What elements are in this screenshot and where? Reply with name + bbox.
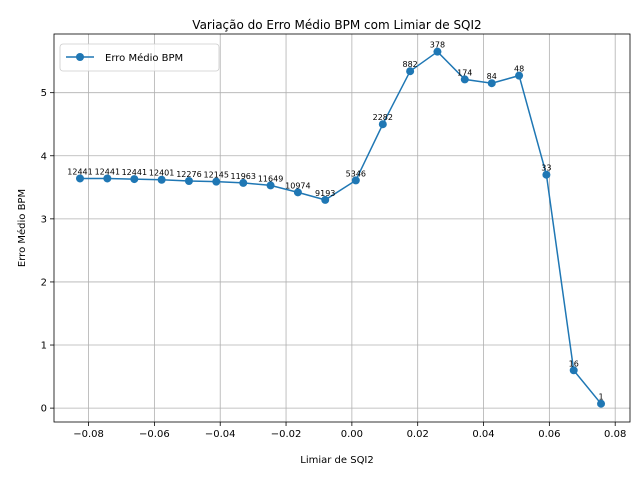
data-point <box>293 188 302 197</box>
data-label: 9193 <box>315 189 335 198</box>
data-label: 882 <box>402 60 417 69</box>
legend: Erro Médio BPM <box>59 43 220 72</box>
x-tick-label: −0.02 <box>271 429 302 440</box>
data-point <box>569 366 578 375</box>
data-label: 12276 <box>176 170 201 179</box>
data-point <box>184 176 193 185</box>
data-label: 33 <box>541 164 551 173</box>
x-tick-label: −0.08 <box>73 429 104 440</box>
data-label: 12441 <box>67 167 92 176</box>
data-label: 2282 <box>373 113 393 122</box>
data-label: 12401 <box>149 169 174 178</box>
data-label: 84 <box>487 72 497 81</box>
legend-label: Erro Médio BPM <box>105 52 183 64</box>
data-label: 16 <box>569 359 579 368</box>
data-label: 11649 <box>258 174 283 183</box>
data-point <box>212 177 221 186</box>
data-point <box>266 181 275 190</box>
data-point <box>406 67 415 76</box>
data-point <box>378 120 387 129</box>
y-tick-label: 1 <box>41 341 47 352</box>
data-label: 12441 <box>122 168 147 177</box>
data-label: 1 <box>598 393 603 402</box>
data-point <box>130 175 139 184</box>
plot-area-frame <box>53 33 631 423</box>
data-label: 48 <box>514 65 524 74</box>
y-tick-label: 0 <box>41 404 47 415</box>
data-label: 12145 <box>204 171 229 180</box>
x-tick-label: 0.02 <box>407 429 429 440</box>
data-point <box>542 170 551 179</box>
legend-box <box>59 43 220 72</box>
y-tick-label: 4 <box>41 151 47 162</box>
series-layer <box>76 47 606 408</box>
data-point <box>597 399 606 408</box>
y-axis-label: Erro Médio BPM <box>16 189 28 267</box>
data-point <box>487 79 496 88</box>
data-point <box>103 174 112 183</box>
data-point <box>515 71 524 80</box>
data-point <box>433 47 442 56</box>
chart-title: Variação do Erro Médio BPM com Limiar de… <box>192 18 481 32</box>
data-label: 174 <box>457 68 472 77</box>
legend-marker <box>76 53 84 61</box>
data-labels-layer: 12441 12441 12441 12401 12276 12145 11963 11649… <box>67 41 603 402</box>
grid-layer <box>54 34 630 422</box>
data-point <box>76 174 85 183</box>
x-tick-label: −0.06 <box>139 429 170 440</box>
x-tick-label: 0.00 <box>341 429 363 440</box>
y-tick-label: 3 <box>41 214 47 225</box>
x-tick-label: 0.06 <box>538 429 560 440</box>
data-point <box>321 195 330 204</box>
data-label: 5346 <box>346 169 366 178</box>
data-label: 10974 <box>285 181 310 190</box>
x-axis-label: Limiar de SQI2 <box>300 455 374 466</box>
data-point <box>157 175 166 184</box>
y-tick-label: 2 <box>41 277 47 288</box>
x-tick-label: 0.08 <box>604 429 626 440</box>
data-point <box>239 178 248 187</box>
data-point <box>351 176 360 185</box>
data-label: 11963 <box>231 172 256 181</box>
ticks-layer: −0.08 −0.06 −0.04 −0.02 0.00 0.02 0.04 0.06 0.08… <box>41 88 627 440</box>
data-label: 378 <box>430 41 445 50</box>
y-tick-label: 5 <box>41 88 47 99</box>
data-point <box>460 75 469 84</box>
x-tick-label: −0.04 <box>205 429 236 440</box>
data-label: 12441 <box>95 167 120 176</box>
x-tick-label: 0.04 <box>472 429 494 440</box>
series-line <box>80 50 602 405</box>
